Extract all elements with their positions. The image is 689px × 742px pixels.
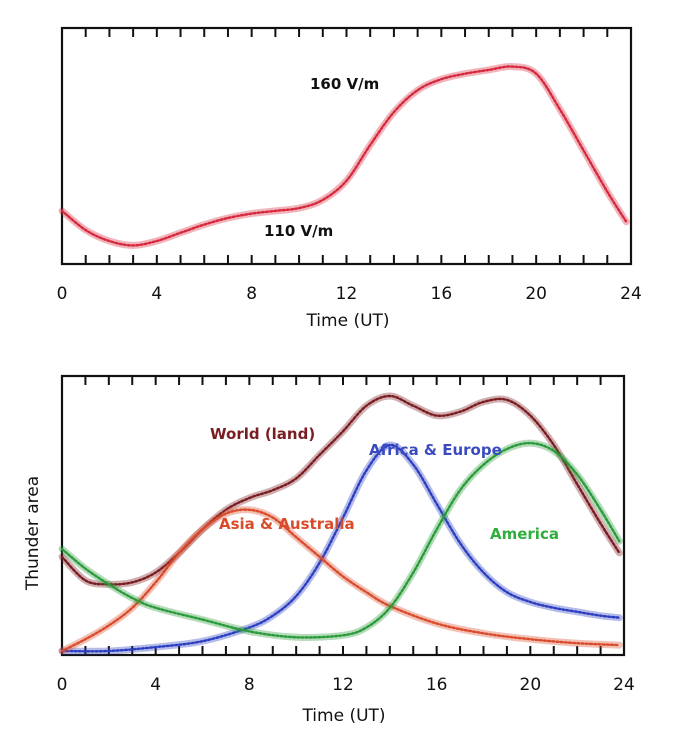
bottom-series-glow-africa-europe — [58, 441, 623, 655]
bottom-tick-labels: 0 4 8 12 16 20 24 — [57, 675, 635, 695]
top-plot-frame — [60, 26, 633, 266]
bottom-x-tick-label: 12 — [332, 675, 354, 695]
top-chart: 0 4 8 12 16 20 24 Time (UT) 160 V/m 110 V/m — [57, 26, 642, 331]
legend-label-africa-europe: Africa & Europe — [369, 441, 502, 459]
bottom-series-line-africa-europe — [60, 443, 621, 653]
annotation-160: 160 V/m — [310, 75, 379, 93]
bottom-series-glow-world-land — [58, 392, 623, 588]
bottom-series-layer — [58, 392, 623, 655]
top-x-tick-label: 24 — [620, 284, 642, 304]
bottom-x-tick-label: 8 — [244, 675, 255, 695]
bottom-x-tick-label: 0 — [57, 675, 68, 695]
bottom-x-tick-label: 16 — [426, 675, 448, 695]
bottom-x-tick-label: 24 — [613, 675, 635, 695]
top-x-tick-label: 20 — [525, 284, 547, 304]
top-x-tick-label: 8 — [246, 284, 257, 304]
top-tick-labels: 0 4 8 12 16 20 24 — [57, 284, 642, 304]
bottom-y-axis-label: Thunder area — [23, 476, 43, 591]
top-x-tick-label: 16 — [431, 284, 453, 304]
bottom-series-line-america — [60, 441, 621, 639]
bottom-x-axis-label: Time (UT) — [301, 706, 385, 726]
top-x-tick-label: 0 — [57, 284, 68, 304]
bottom-x-tick-label: 4 — [150, 675, 161, 695]
legend-label-world-land: World (land) — [210, 425, 315, 443]
legend-label-asia-australia: Asia & Australia — [219, 515, 355, 533]
annotation-110: 110 V/m — [264, 222, 333, 240]
bottom-series-line-world-land — [60, 394, 621, 586]
bottom-series-line-asia-australia — [60, 508, 621, 653]
top-series-layer — [58, 62, 630, 249]
bottom-ticks — [84, 376, 602, 655]
legend-label-america: America — [490, 525, 559, 543]
top-x-tick-label: 4 — [151, 284, 162, 304]
top-x-axis-label: Time (UT) — [305, 311, 389, 331]
bottom-x-tick-label: 20 — [520, 675, 542, 695]
top-x-tick-label: 12 — [336, 284, 358, 304]
top-ticks — [84, 28, 609, 264]
top-series-line-series-0 — [60, 65, 628, 247]
top-series-glow-series-0 — [58, 62, 630, 249]
bottom-chart: 0 4 8 12 16 20 24 Time (UT) Thunder area World… — [23, 374, 635, 726]
